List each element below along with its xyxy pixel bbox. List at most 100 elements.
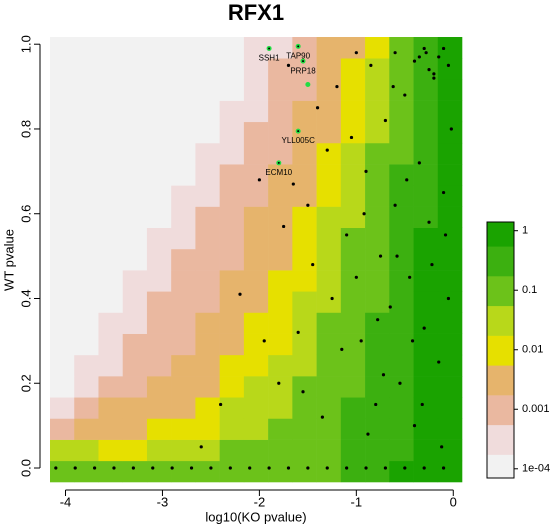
heat-cell [122, 185, 148, 207]
heat-cell [74, 291, 99, 313]
heat-cell [292, 37, 317, 59]
heat-cell [219, 185, 245, 207]
heat-cell [243, 439, 269, 462]
heat-cell [292, 333, 317, 356]
heat-cell [389, 206, 414, 229]
heat-cell [389, 460, 414, 483]
heat-cell [195, 439, 220, 462]
heat-cell [292, 376, 317, 398]
heat-cell [195, 270, 220, 292]
heat-cell [413, 121, 439, 144]
heat-cell [268, 37, 293, 59]
highlight-dot [297, 130, 300, 133]
point [325, 148, 329, 152]
heat-cell [340, 418, 366, 440]
heat-cell [365, 291, 390, 313]
heat-cell [243, 100, 269, 123]
colorbar-tick-label: 0.1 [522, 284, 537, 296]
heat-cell [292, 227, 317, 250]
heat-cell [292, 58, 317, 80]
heat-cell [122, 100, 148, 123]
heat-cell [268, 312, 293, 334]
heat-cell [146, 270, 172, 292]
heat-cell [389, 185, 414, 207]
heat-cell [50, 439, 75, 462]
heat-cell [74, 185, 99, 207]
heat-cell [243, 460, 269, 483]
heat-cell [219, 142, 245, 165]
point [359, 339, 363, 343]
point [345, 466, 349, 470]
heat-cell [340, 58, 366, 80]
point [441, 190, 446, 195]
heat-cell [316, 79, 342, 101]
heat-cell [171, 460, 196, 483]
heat-cell [219, 37, 245, 59]
heat-cell [74, 397, 99, 419]
heat-cell [243, 79, 269, 101]
heat-cell [146, 142, 172, 165]
point [374, 402, 378, 407]
heat-cell [98, 58, 124, 80]
heat-cell [74, 206, 99, 229]
heat-cell [389, 37, 414, 59]
highlight-dot [297, 45, 300, 48]
heat-cell [389, 376, 414, 398]
heat-cell [122, 439, 148, 462]
x-tick-label: -4 [60, 494, 72, 509]
point [92, 466, 97, 470]
heat-cell [171, 418, 196, 440]
heat-cell [219, 397, 245, 419]
point [306, 466, 310, 470]
x-tick-label: 0 [450, 494, 457, 509]
heat-cell [98, 397, 124, 419]
heat-cell [195, 397, 220, 419]
heat-cell [122, 164, 148, 186]
heat-cell [146, 164, 172, 186]
heat-cell [243, 418, 269, 440]
heat-cell [389, 121, 414, 144]
heat-cell [268, 142, 293, 165]
heat-cell [437, 291, 463, 313]
heat-cell [437, 418, 463, 440]
heat-cell [243, 270, 269, 292]
heat-cell [122, 460, 148, 483]
heat-cell [340, 354, 366, 377]
heat-cell [146, 121, 172, 144]
heat-cell [50, 397, 75, 419]
heat-cell [243, 291, 269, 313]
heat-cell [413, 418, 439, 440]
heat-cell [413, 100, 439, 123]
point [440, 445, 444, 449]
heat-cell [98, 164, 124, 186]
heat-cell [171, 312, 196, 334]
heat-cell [50, 121, 75, 144]
heat-cell [389, 439, 414, 462]
heat-cell [292, 121, 317, 144]
x-axis-label: log10(KO pvalue) [205, 509, 306, 524]
heat-cell [74, 418, 99, 440]
point [441, 46, 446, 51]
y-tick-label: 0.8 [18, 120, 33, 138]
colorbar-tick-label: 0.001 [522, 403, 550, 415]
heat-cell [98, 37, 124, 59]
heat-cell [340, 460, 366, 483]
heat-cell [268, 248, 293, 271]
heat-cell [340, 270, 366, 292]
heat-cell [74, 227, 99, 250]
heat-cell [340, 333, 366, 356]
point-label: SSH1 [259, 54, 280, 63]
point [189, 466, 194, 470]
heat-cell [365, 227, 390, 250]
heat-cell [389, 333, 414, 356]
heat-cell [171, 100, 196, 123]
heat-cell [389, 397, 414, 419]
heat-cell [292, 142, 317, 165]
heat-cell [340, 164, 366, 186]
point [248, 466, 252, 470]
heat-cell [195, 418, 220, 440]
heat-cell [195, 142, 220, 165]
point [437, 55, 441, 59]
point [306, 203, 310, 207]
point [277, 381, 281, 385]
